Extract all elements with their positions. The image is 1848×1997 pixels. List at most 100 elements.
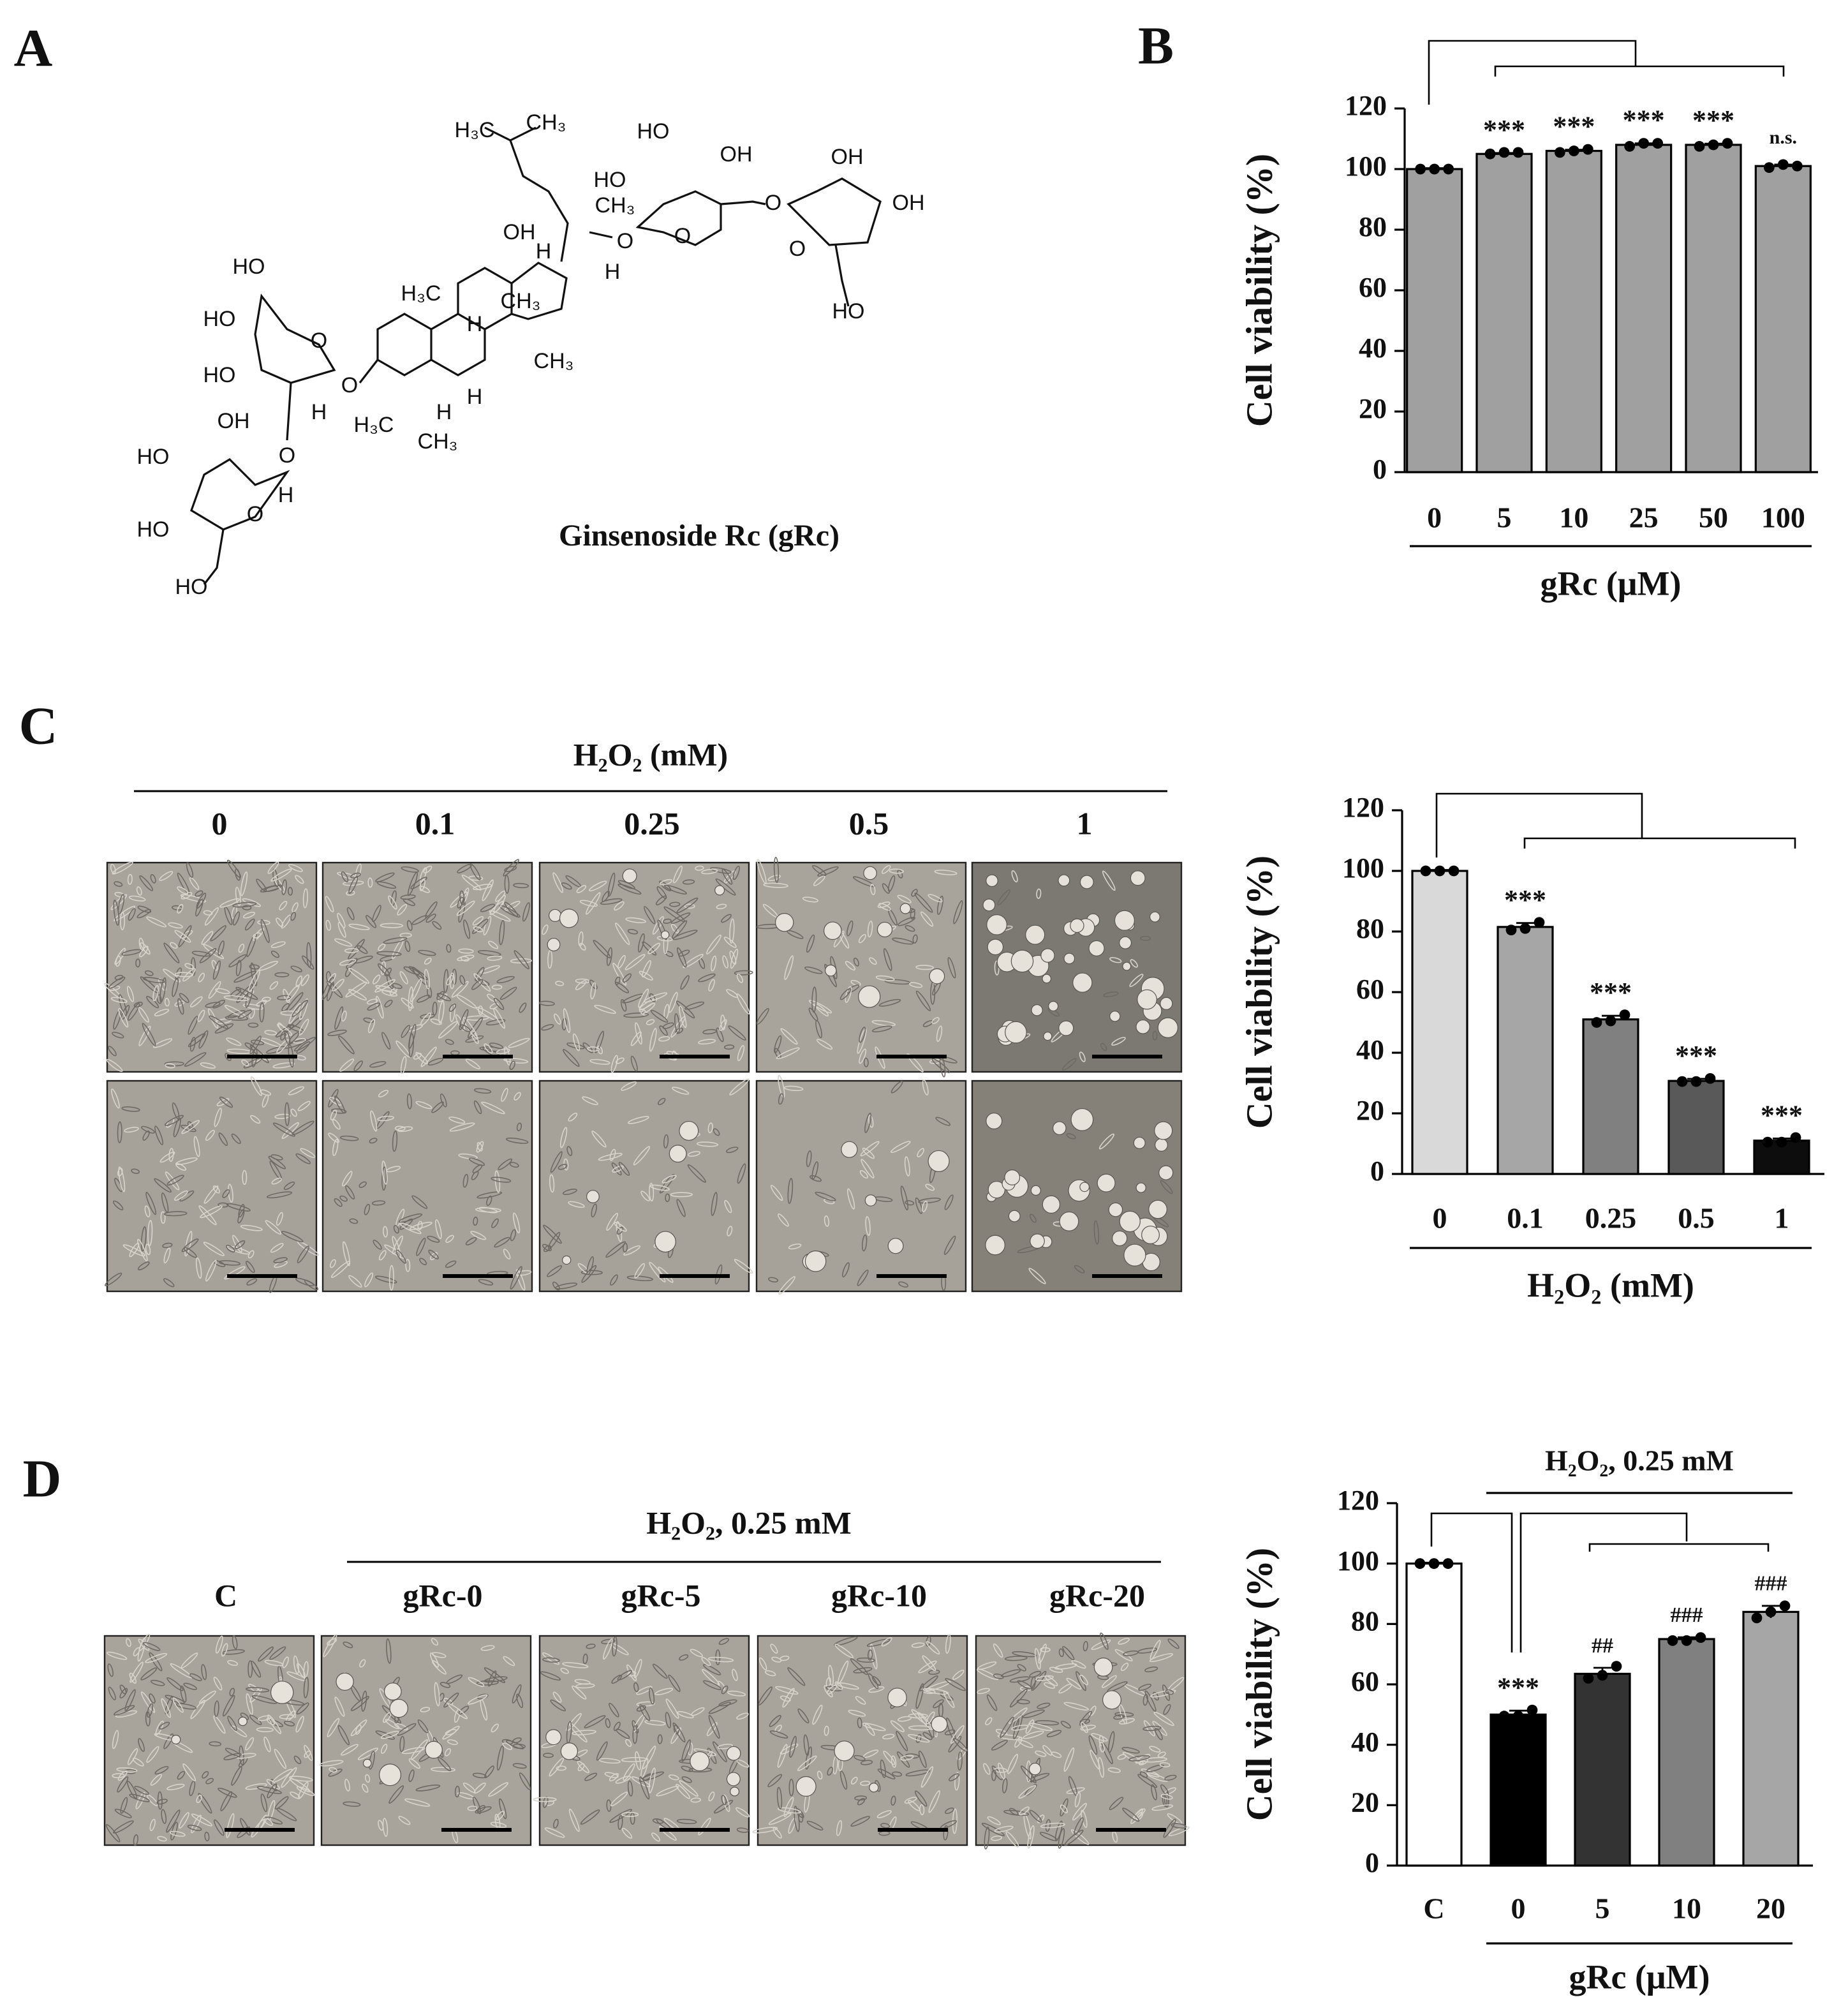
cell xyxy=(808,1007,818,1021)
cell xyxy=(665,1698,679,1719)
cell xyxy=(591,1131,607,1148)
cell xyxy=(147,1703,154,1718)
cell xyxy=(157,1836,167,1842)
cell xyxy=(556,1765,567,1771)
cell xyxy=(1042,1745,1053,1756)
cell-cluster xyxy=(841,1141,858,1158)
cell xyxy=(212,1185,220,1194)
cell xyxy=(406,920,413,932)
cell xyxy=(669,902,681,907)
cell xyxy=(1020,1765,1037,1783)
y-tick-label: 120 xyxy=(1342,792,1384,823)
cell xyxy=(721,1685,728,1695)
cell xyxy=(397,1723,417,1736)
cell xyxy=(435,1219,442,1240)
cell xyxy=(582,1042,593,1053)
cell xyxy=(665,1193,670,1203)
significance-label: *** xyxy=(1623,105,1665,136)
cell xyxy=(212,999,226,1009)
cell xyxy=(242,1169,248,1185)
cell xyxy=(883,948,892,971)
bond xyxy=(254,293,336,384)
cell xyxy=(1121,1747,1140,1754)
cell xyxy=(149,1652,163,1672)
cell xyxy=(184,963,195,970)
cell xyxy=(906,1053,924,1073)
cell xyxy=(259,1002,265,1023)
cell xyxy=(381,1166,387,1191)
cell xyxy=(226,1203,251,1212)
x-tick-label: 50 xyxy=(1699,501,1728,534)
atom-label: HO xyxy=(203,307,236,331)
cell xyxy=(1153,1711,1174,1726)
cell xyxy=(602,1638,613,1660)
cell xyxy=(512,1737,522,1744)
cell xyxy=(1036,888,1042,899)
cell xyxy=(449,972,455,990)
cell xyxy=(618,1162,630,1176)
replicate-dot xyxy=(1442,1558,1454,1570)
cell xyxy=(550,1151,563,1173)
cell xyxy=(195,898,203,917)
cell xyxy=(142,1023,156,1046)
cell xyxy=(180,894,207,903)
replicate-dot xyxy=(1779,1600,1791,1612)
cell xyxy=(432,921,442,930)
cell xyxy=(285,1102,290,1127)
cell xyxy=(922,1020,934,1027)
cell xyxy=(504,875,510,894)
cell xyxy=(215,1635,223,1654)
cell xyxy=(329,1767,337,1773)
cell xyxy=(117,1168,123,1177)
cell xyxy=(615,923,630,946)
cell xyxy=(220,1791,233,1811)
cell xyxy=(774,1035,782,1053)
cell xyxy=(119,1688,128,1699)
cell xyxy=(1005,1656,1028,1661)
cell xyxy=(349,1218,359,1224)
cell xyxy=(491,984,503,990)
micrograph xyxy=(755,861,967,1073)
cell xyxy=(576,885,587,893)
cell xyxy=(469,1157,485,1166)
cell-cluster xyxy=(1137,989,1157,1010)
cell xyxy=(729,951,737,965)
cell xyxy=(195,890,203,897)
cell xyxy=(373,974,381,984)
cell xyxy=(572,1685,587,1700)
cell xyxy=(896,1751,910,1768)
cell xyxy=(549,1174,555,1193)
cell xyxy=(486,1195,492,1206)
cell xyxy=(146,1794,159,1807)
cell xyxy=(605,1241,626,1258)
cell xyxy=(940,1820,957,1829)
replicate-dot xyxy=(1790,1132,1801,1143)
cell xyxy=(542,924,549,935)
cell xyxy=(152,984,159,1002)
y-axis-title: Cell viability (%) xyxy=(1238,1548,1280,1822)
cell xyxy=(350,872,361,879)
cell xyxy=(736,1759,750,1768)
cell-cluster xyxy=(1148,1199,1167,1219)
cell xyxy=(663,884,687,895)
x-axis-title: H₂O₂ (mM) xyxy=(1527,1266,1694,1304)
cell-cluster xyxy=(1058,1020,1074,1036)
cell xyxy=(467,1017,484,1039)
cell xyxy=(1136,1811,1144,1820)
cell xyxy=(808,1000,832,1014)
cell xyxy=(346,958,358,969)
cell xyxy=(591,1203,597,1218)
cell xyxy=(425,913,436,923)
cell xyxy=(489,1043,503,1050)
cell xyxy=(904,1156,910,1177)
bar xyxy=(1658,1638,1715,1867)
cell xyxy=(846,920,854,937)
cell xyxy=(575,1683,595,1689)
cell xyxy=(554,1013,561,1025)
cell xyxy=(198,972,205,983)
cell xyxy=(260,919,270,943)
cell xyxy=(170,942,178,949)
cell xyxy=(684,903,695,909)
compound-name: Ginsenoside Rc (gRc) xyxy=(559,519,839,553)
